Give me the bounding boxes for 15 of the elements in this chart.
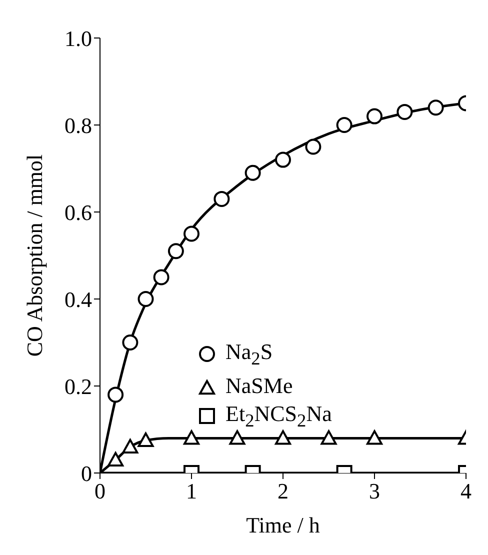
x-tick-label: 1 [186, 478, 197, 504]
x-tick-label: 3 [369, 478, 380, 504]
y-axis-title: CO Absorption / mmol [22, 154, 47, 357]
x-tick-label: 4 [460, 478, 472, 504]
legend-label: NaSMe [226, 373, 293, 398]
y-tick-label: 0.6 [64, 200, 92, 225]
y-tick-label: 0.4 [64, 286, 92, 312]
y-tick-label: 0.8 [64, 112, 92, 138]
x-axis-title: Time / h [246, 512, 320, 538]
legend-label: Na$_{2}$S [226, 339, 273, 368]
y-tick-label: 0 [81, 460, 92, 486]
x-tick-label: 2 [278, 478, 288, 504]
y-tick-label: 1.0 [64, 26, 92, 51]
legend-label: Et$_{2}$NCS$_{2}$Na [226, 401, 332, 431]
y-tick-label: 0.2 [64, 374, 92, 399]
